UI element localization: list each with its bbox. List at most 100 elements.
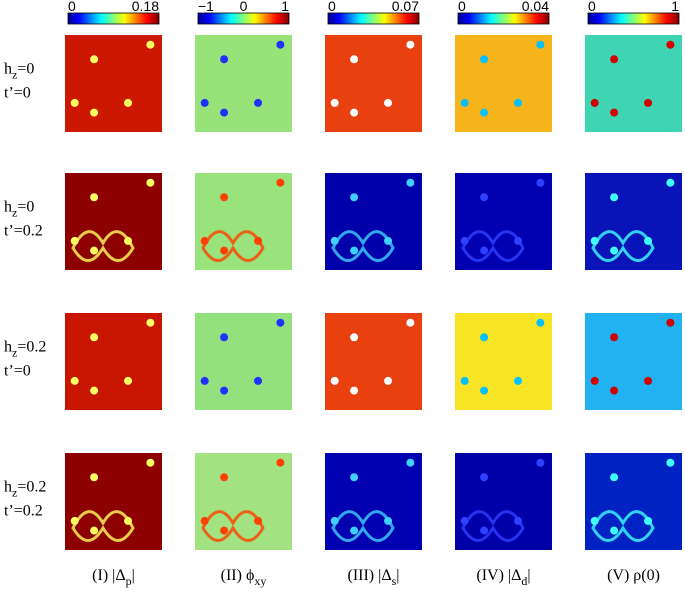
column-label: (V) ρ(0) <box>607 567 660 584</box>
vortex-spot <box>220 55 229 64</box>
heatmap-panel <box>325 173 422 270</box>
vortex-spot <box>480 55 489 64</box>
ring-feature <box>591 510 655 542</box>
vortex-spot <box>460 98 469 107</box>
colorbar-tick-label: 0 <box>588 0 596 14</box>
vortex-spot <box>276 40 285 49</box>
vortex-spot <box>90 333 99 342</box>
vortex-spot <box>644 98 653 107</box>
panel-background <box>585 453 682 550</box>
ring-feature <box>591 230 655 262</box>
vortex-spot <box>610 55 619 64</box>
panel-background <box>325 173 422 270</box>
panel-background <box>455 313 552 410</box>
panel-background <box>65 313 162 410</box>
heatmap-panel <box>65 453 162 550</box>
vortex-spot <box>480 333 489 342</box>
ring-feature <box>461 510 525 542</box>
colorbar-tick-label: 0.18 <box>132 0 159 14</box>
vortex-spot <box>330 98 339 107</box>
vortex-spot <box>590 98 599 107</box>
vortex-spot <box>666 40 675 49</box>
vortex-spot <box>350 55 359 64</box>
vortex-spot <box>350 333 359 342</box>
vortex-spot <box>406 40 415 49</box>
colorbar <box>197 12 290 25</box>
vortex-spot <box>276 458 285 467</box>
vortex-spot <box>590 376 599 385</box>
vortex-spot <box>220 193 229 202</box>
ring-feature <box>461 230 525 262</box>
vortex-spot <box>124 98 133 107</box>
label-end: | <box>396 567 399 584</box>
vortex-spot <box>666 178 675 187</box>
vortex-spot <box>350 526 359 535</box>
heatmap-panel <box>195 453 292 550</box>
vortex-spot <box>406 178 415 187</box>
panel-background <box>325 313 422 410</box>
vortex-spot <box>610 108 619 117</box>
heatmap-panel <box>585 313 682 410</box>
colorbar <box>67 12 160 25</box>
vortex-spot <box>90 246 99 255</box>
row-label-t: t’=0.2 <box>4 223 43 240</box>
subscript: s <box>392 574 397 588</box>
heatmap-panel <box>65 35 162 132</box>
colorbar-tick-label: 0 <box>328 0 336 14</box>
colorbar <box>457 12 550 25</box>
panel-background <box>325 453 422 550</box>
panel-background <box>195 173 292 270</box>
column-label: (I) |Δp| <box>92 567 135 588</box>
panel-background <box>325 35 422 132</box>
panel-background <box>585 313 682 410</box>
h-value: =0 <box>17 199 34 216</box>
vortex-spot <box>146 318 155 327</box>
label-main: (II) ϕ <box>221 567 255 584</box>
row-label-h: hz=0 <box>4 199 34 220</box>
heatmap-panel <box>585 35 682 132</box>
label-main: (I) |Δ <box>92 567 125 584</box>
colorbar-tick-label: 0 <box>240 0 248 14</box>
ring-feature <box>71 230 135 262</box>
heatmap-panel <box>325 35 422 132</box>
panel-background <box>65 35 162 132</box>
vortex-spot <box>124 376 133 385</box>
colorbar <box>327 12 420 25</box>
vortex-spot <box>200 98 209 107</box>
heatmap-panel <box>455 453 552 550</box>
vortex-spot <box>220 333 229 342</box>
vortex-spot <box>90 386 99 395</box>
row-label-t: t’=0 <box>4 85 31 102</box>
row-label-h: hz=0.2 <box>4 479 46 500</box>
panel-background <box>195 313 292 410</box>
panel-background <box>455 453 552 550</box>
ring-feature <box>331 230 395 262</box>
h: h <box>4 479 12 496</box>
subscript: p <box>126 574 132 588</box>
subscript: xy <box>254 574 266 588</box>
ring-feature <box>331 510 395 542</box>
subscript: z <box>12 346 17 360</box>
vortex-spot <box>350 386 359 395</box>
vortex-spot <box>536 318 545 327</box>
vortex-spot <box>610 246 619 255</box>
vortex-spot <box>350 193 359 202</box>
vortex-spot <box>644 376 653 385</box>
row-label-t: t’=0.2 <box>4 503 43 520</box>
heatmap-panel <box>65 313 162 410</box>
ring-feature <box>71 510 135 542</box>
vortex-spot <box>480 386 489 395</box>
vortex-spot <box>480 526 489 535</box>
vortex-spot <box>480 108 489 117</box>
subscript: d <box>521 574 527 588</box>
vortex-spot <box>610 386 619 395</box>
vortex-spot <box>384 98 393 107</box>
vortex-spot <box>220 473 229 482</box>
heatmap-panel <box>65 173 162 270</box>
subscript: z <box>12 206 17 220</box>
label-main: (IV) |Δ <box>476 567 521 584</box>
subscript: z <box>12 486 17 500</box>
vortex-spot <box>666 318 675 327</box>
vortex-spot <box>70 98 79 107</box>
vortex-spot <box>610 193 619 202</box>
